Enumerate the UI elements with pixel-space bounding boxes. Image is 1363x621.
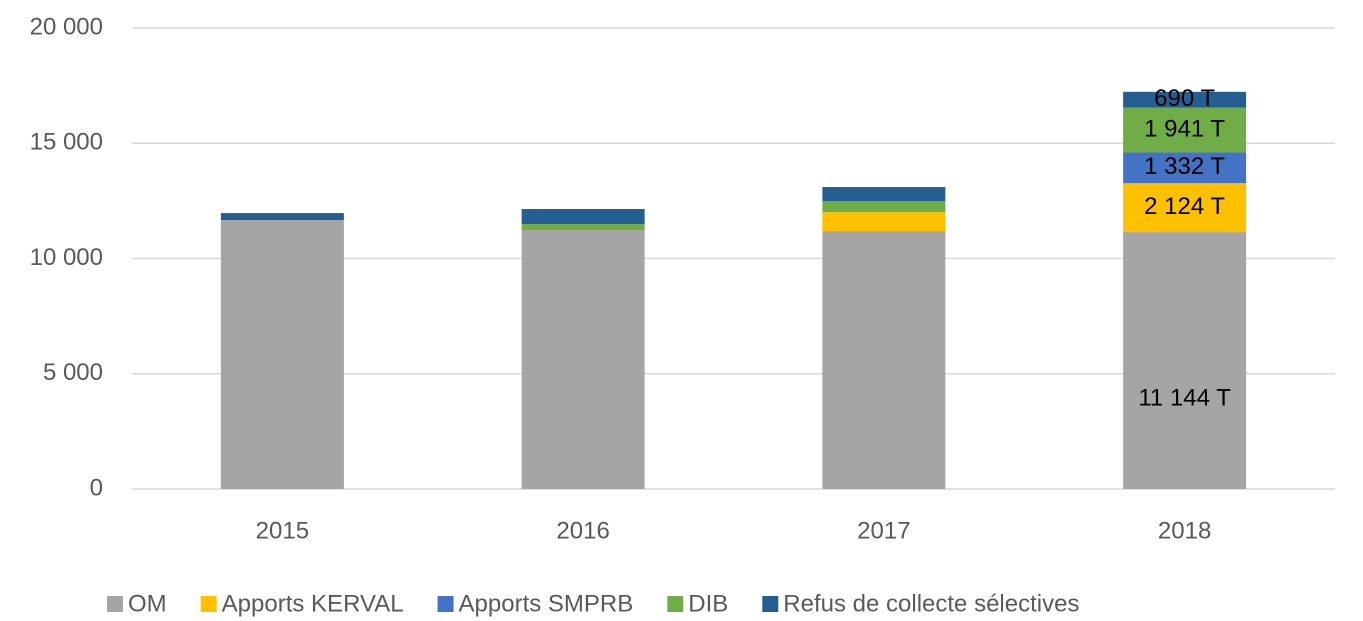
y-tick-label: 10 000: [30, 244, 103, 271]
data-label: 690 T: [1154, 85, 1215, 112]
legend-label: DIB: [688, 590, 728, 617]
legend-swatch: [107, 596, 123, 612]
bar-segment: [822, 231, 946, 489]
bar-segment: [1123, 91, 1247, 108]
bar-segment: [220, 213, 344, 221]
data-label: 1 941 T: [1144, 115, 1225, 142]
bar-segment: [220, 220, 344, 489]
bar-segment: [822, 201, 946, 213]
bar-segment: [521, 230, 645, 489]
legend-swatch: [200, 596, 217, 612]
bar-segment: [1123, 152, 1247, 184]
bar-segment: [521, 224, 645, 231]
x-tick-label: 2017: [857, 517, 910, 544]
legend-label: Apports SMPRB: [459, 590, 634, 617]
x-tick-label: 2015: [256, 517, 309, 544]
bar-segment: [1123, 107, 1247, 153]
legend-swatch: [762, 596, 779, 612]
data-label: 2 124 T: [1144, 193, 1225, 220]
bar-segment: [521, 209, 645, 225]
legend-label: Apports KERVAL: [222, 590, 404, 617]
y-tick-label: 0: [90, 474, 103, 501]
y-tick-label: 15 000: [30, 129, 103, 156]
y-tick-label: 5 000: [43, 359, 103, 386]
bar-segment: [1123, 232, 1247, 489]
data-label: 11 144 T: [1138, 384, 1231, 411]
bar-segment: [822, 187, 946, 202]
x-tick-label: 2016: [556, 517, 609, 544]
y-tick-label: 20 000: [30, 13, 103, 40]
legend-label: Refus de collecte sélectives: [783, 590, 1079, 617]
bar-segment: [822, 212, 946, 232]
bar-segment: [1123, 183, 1247, 233]
data-label: 1 332 T: [1144, 153, 1225, 180]
x-tick-label: 2018: [1158, 517, 1211, 544]
legend-swatch: [667, 596, 684, 612]
legend-label: OM: [128, 590, 167, 617]
legend-swatch: [437, 596, 454, 612]
